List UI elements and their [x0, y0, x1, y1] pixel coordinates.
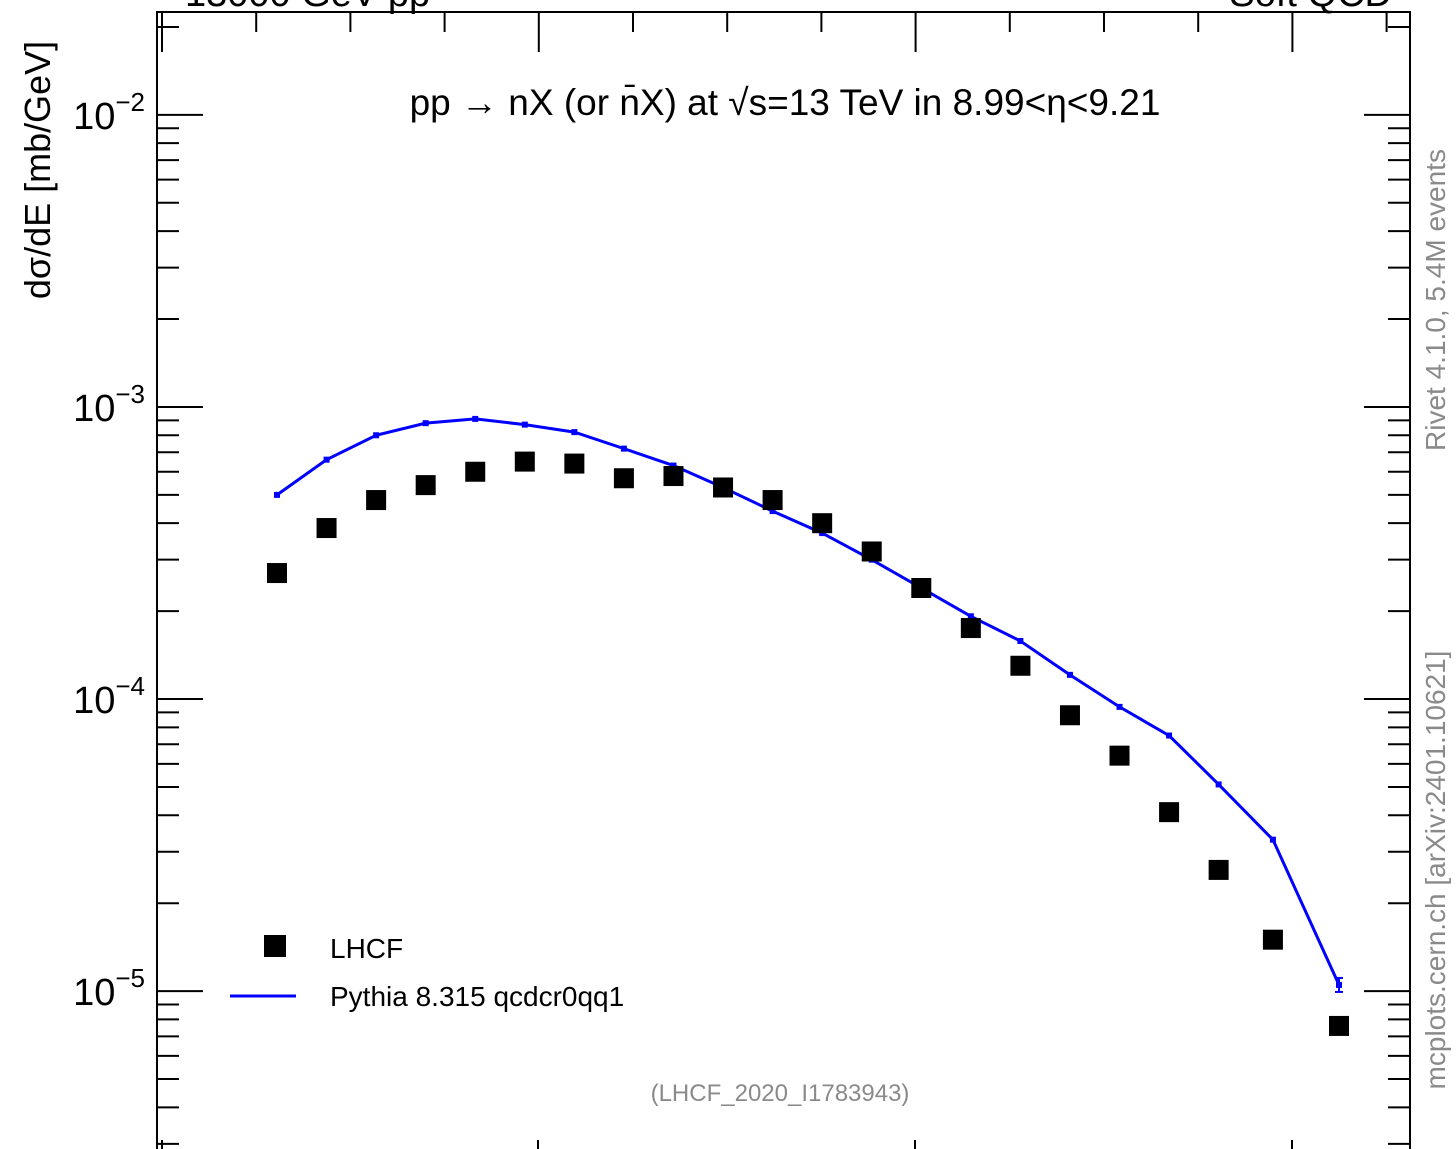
pythia-point: [1166, 732, 1173, 739]
y-axis-label: dσ/dE [mb/GeV]: [17, 41, 58, 299]
y-tick-label: 10−3: [73, 379, 145, 430]
pythia-point: [1066, 671, 1073, 678]
lhcf-point: [1262, 929, 1283, 950]
y-tick-labels: 10−2 10−3 10−4 10−5: [73, 87, 145, 1014]
pythia-point: [620, 445, 627, 452]
lhcf-point: [960, 618, 981, 639]
pythia-point: [571, 429, 578, 436]
lhcf-point: [1208, 859, 1229, 880]
lhcf-point: [1329, 1015, 1349, 1036]
y-tick-label: 10−4: [73, 671, 145, 722]
analysis-reference: (LHCF_2020_I1783943): [651, 1080, 910, 1107]
pythia-series: [274, 415, 1343, 993]
mcplots-label: mcplots.cern.ch [arXiv:2401.10621]: [1420, 651, 1451, 1090]
axis-ticks: [157, 12, 1410, 1149]
lhcf-point: [812, 513, 833, 534]
plot-frame: [156, 11, 1411, 1149]
pythia-line: [276, 417, 1341, 986]
lhcf-point: [465, 461, 486, 482]
pythia-point: [670, 462, 677, 469]
legend: LHCF Pythia 8.315 qcdcr0qq1: [230, 933, 624, 1012]
lhcf-point: [1059, 705, 1080, 726]
pythia-point: [521, 421, 528, 428]
lhcf-point: [514, 451, 535, 472]
lhcf-point: [267, 563, 287, 584]
lhcf-point: [366, 490, 387, 511]
lhcf-point: [713, 477, 734, 498]
pythia-point: [1116, 703, 1123, 710]
lhcf-point: [663, 466, 684, 487]
lhcf-point: [1159, 802, 1180, 823]
pythia-point: [967, 613, 974, 620]
pythia-point: [1215, 781, 1222, 788]
pythia-point: [1017, 638, 1024, 645]
lhcf-series: [267, 451, 1349, 1036]
pythia-point: [323, 456, 330, 463]
pythia-point: [1269, 836, 1276, 843]
pythia-point: [373, 432, 380, 439]
lhcf-point: [861, 541, 882, 562]
lhcf-point: [762, 490, 783, 511]
y-tick-label: 10−2: [73, 87, 145, 138]
lhcf-point: [1109, 745, 1130, 766]
lhcf-point: [564, 453, 585, 474]
lhcf-point: [316, 518, 337, 539]
lhcf-point: [613, 468, 634, 489]
chart-title: pp → nX (or n̄X) at √s=13 TeV in 8.99<η<…: [410, 82, 1161, 123]
legend-label-lhcf: LHCF: [330, 933, 403, 964]
rivet-version-label: Rivet 4.1.0, 5.4M events: [1420, 149, 1451, 451]
pythia-point: [769, 508, 776, 515]
pythia-point: [472, 415, 479, 422]
y-tick-label: 10−5: [73, 963, 145, 1014]
legend-marker-lhcf: [264, 935, 286, 957]
lhcf-point: [415, 475, 436, 496]
lhcf-point: [1010, 655, 1031, 676]
pythia-point: [274, 491, 280, 498]
lhcf-point: [911, 577, 932, 598]
pythia-point: [422, 420, 429, 427]
legend-label-pythia: Pythia 8.315 qcdcr0qq1: [330, 981, 624, 1012]
